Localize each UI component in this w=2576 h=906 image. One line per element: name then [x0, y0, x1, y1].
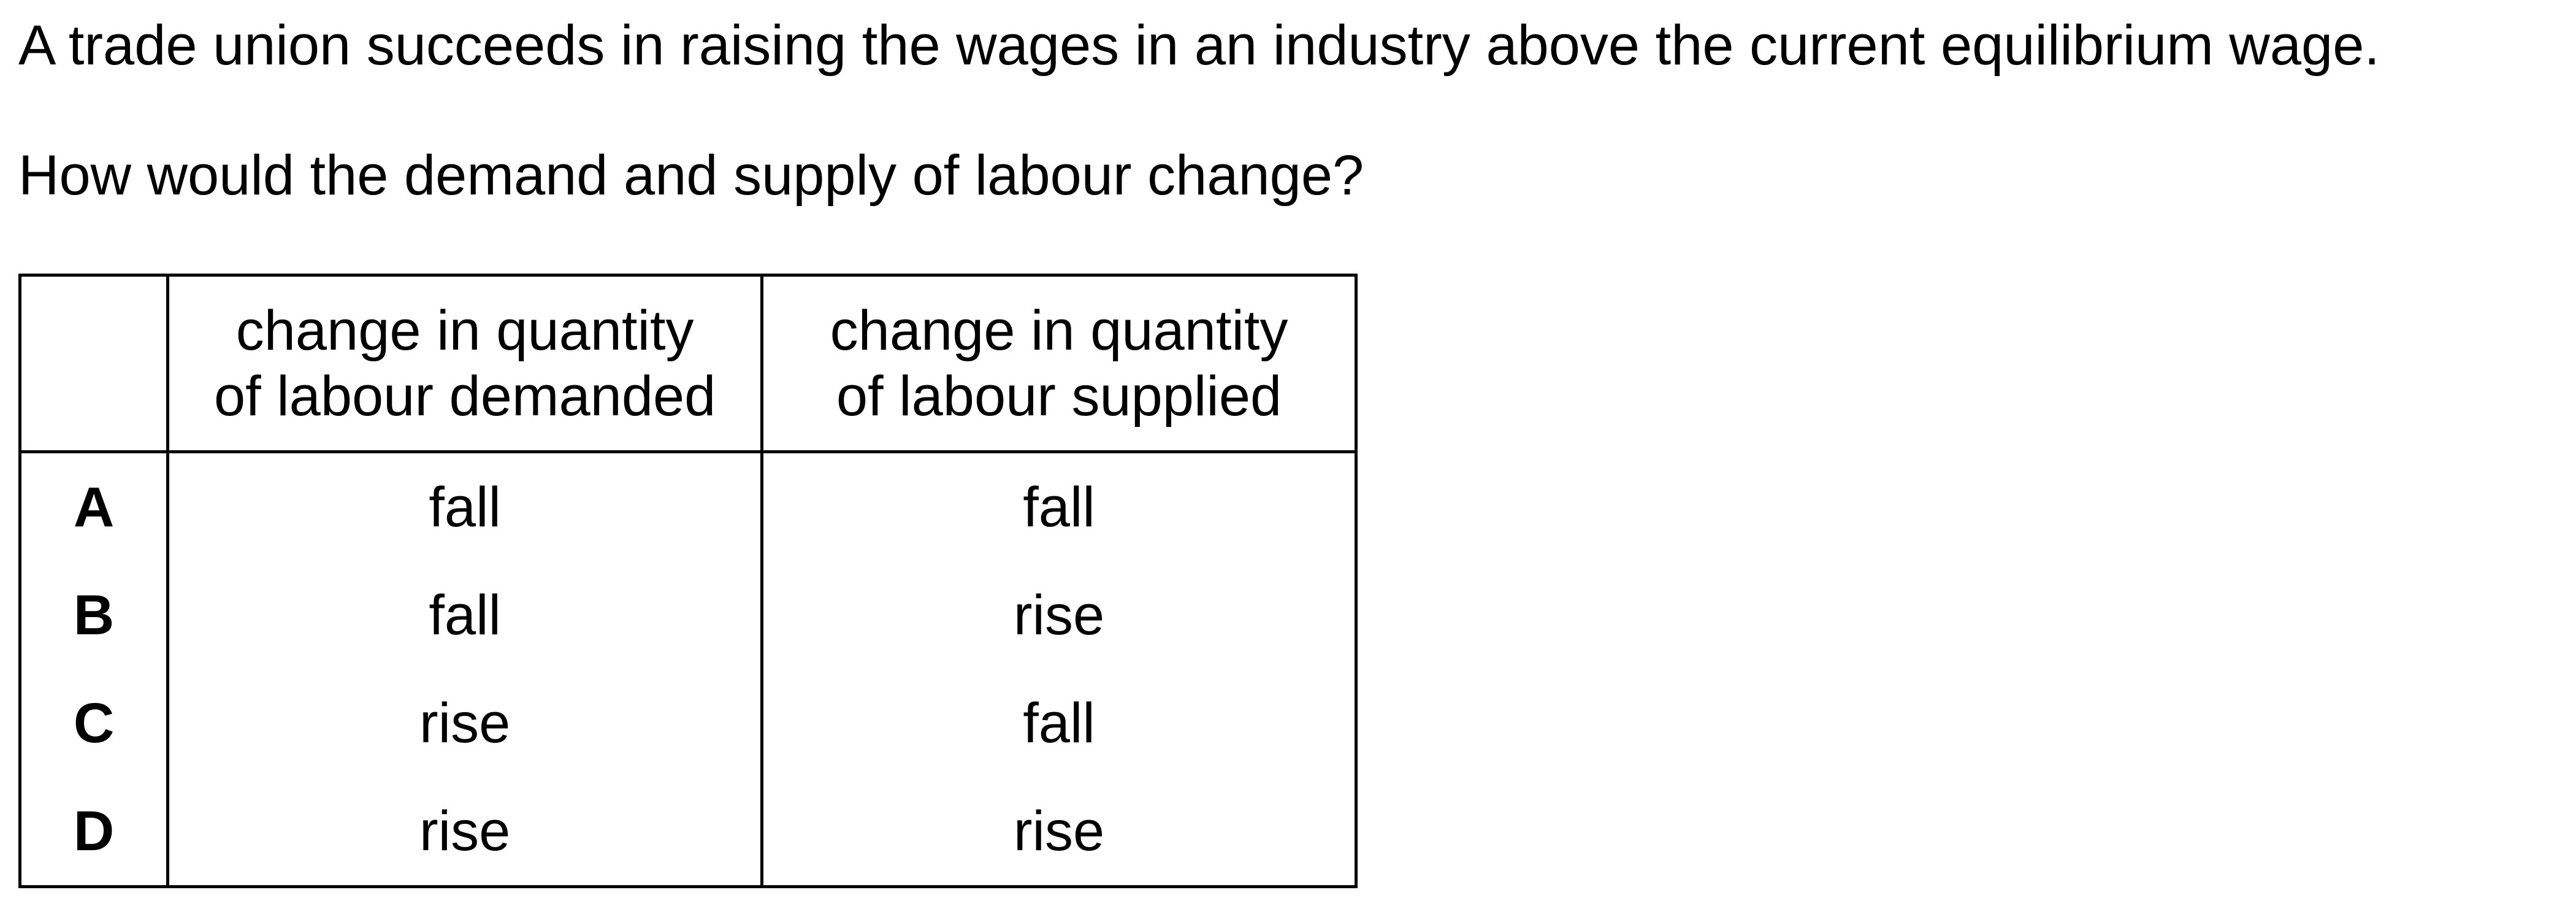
- option-supplied: fall: [760, 451, 1356, 561]
- option-row-b: B fall rise: [20, 561, 1356, 669]
- header-demanded-line2: of labour demanded: [213, 364, 716, 428]
- option-demanded: rise: [166, 669, 762, 777]
- option-row-c: C rise fall: [20, 669, 1356, 777]
- option-key: D: [73, 799, 115, 862]
- option-row-d: D rise rise: [20, 777, 1356, 887]
- option-demanded: fall: [166, 561, 762, 669]
- option-supplied: fall: [760, 669, 1356, 777]
- option-row-a: A fall fall: [20, 451, 1356, 561]
- option-supplied: rise: [760, 561, 1356, 669]
- header-supplied-cell: change in quantity of labour supplied: [760, 275, 1356, 453]
- header-demanded-cell: change in quantity of labour demanded: [166, 275, 762, 453]
- option-key: B: [73, 583, 115, 647]
- question-prompt: How would the demand and supply of labou…: [18, 144, 1364, 207]
- question-stem: A trade union succeeds in raising the wa…: [18, 14, 2380, 77]
- option-key: C: [73, 691, 115, 754]
- option-key: A: [73, 475, 115, 539]
- header-demanded-line1: change in quantity: [235, 299, 694, 362]
- header-supplied-line1: change in quantity: [830, 299, 1288, 362]
- header-key-cell: [20, 275, 168, 453]
- table-header-row: change in quantity of labour demanded ch…: [20, 275, 1356, 453]
- header-supplied-line2: of labour supplied: [836, 364, 1282, 428]
- answer-options-table: change in quantity of labour demanded ch…: [18, 274, 1358, 888]
- option-demanded: fall: [166, 451, 762, 561]
- option-demanded: rise: [166, 777, 762, 887]
- option-supplied: rise: [760, 777, 1356, 887]
